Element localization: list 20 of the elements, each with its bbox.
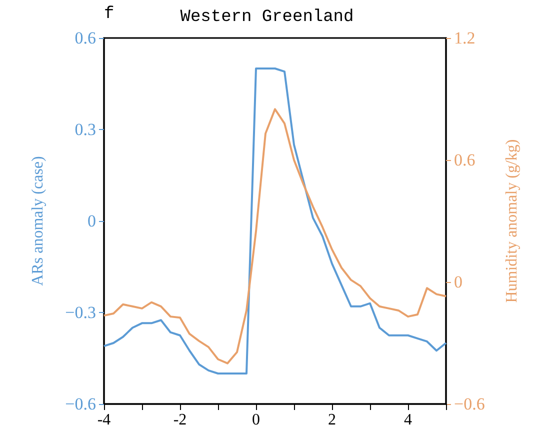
line-series bbox=[103, 108, 447, 364]
x-tick-label: -2 bbox=[173, 412, 187, 428]
x-tick-label: 0 bbox=[252, 412, 260, 428]
y-tick-label: 0.3 bbox=[74, 120, 96, 139]
y-tick-label: 0 bbox=[88, 212, 96, 230]
y-tick-label: −0.6 bbox=[65, 394, 96, 414]
x-tick-label: 4 bbox=[404, 412, 412, 428]
line-series bbox=[103, 68, 447, 374]
y2-tick-label: 0 bbox=[454, 272, 462, 292]
x-tick-label: 2 bbox=[328, 412, 336, 428]
y2-tick-label: 1.2 bbox=[454, 28, 476, 48]
y-tick-label: 0.6 bbox=[74, 28, 96, 48]
x-tick-label: -4 bbox=[97, 412, 111, 428]
chart-title: Western Greenland bbox=[180, 8, 354, 27]
y2-axis-title: Humidity anomaly (g/kg) bbox=[504, 139, 520, 303]
y-tick-label: −0.3 bbox=[65, 303, 96, 322]
y2-tick-label: −0.6 bbox=[454, 394, 485, 414]
text: f bbox=[104, 5, 114, 24]
y2-tick-label: 0.6 bbox=[454, 150, 476, 170]
y-axis-title: ARs anomaly (case) bbox=[30, 156, 46, 286]
